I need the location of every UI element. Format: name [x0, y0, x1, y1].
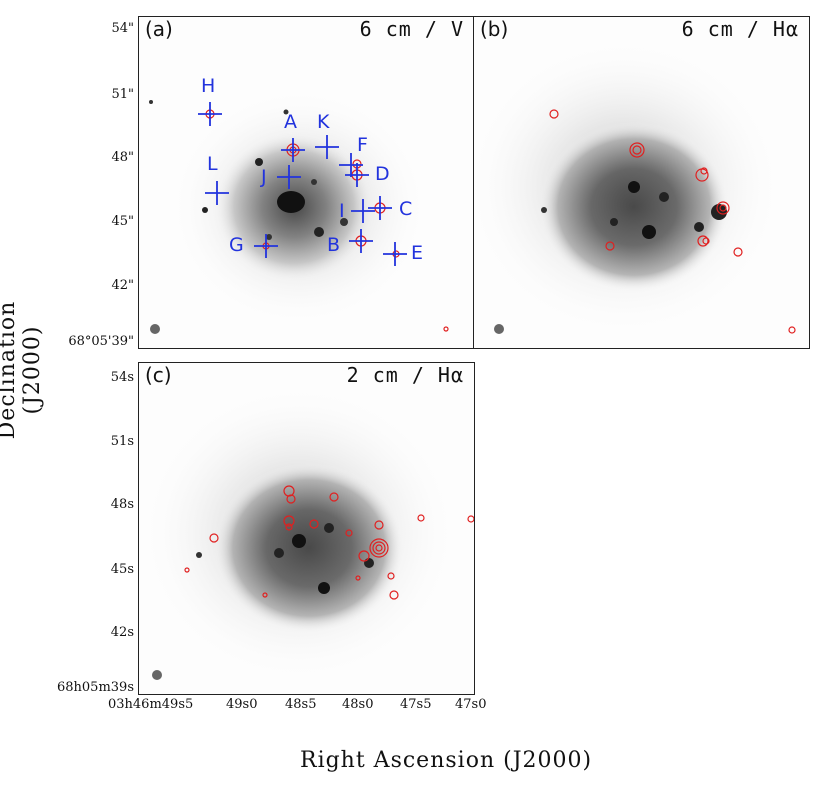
dec-tick-bottom-48: 48s — [110, 497, 134, 512]
source-label-k: K — [317, 111, 330, 133]
source-label-h: H — [201, 75, 216, 97]
dec-tick-bottom-39: 68h05m39s — [57, 680, 134, 695]
dec-tick-top-39: 68°05'39" — [68, 334, 134, 349]
source-label-l: L — [207, 153, 218, 175]
dec-tick-bottom-42: 42s — [110, 625, 134, 640]
source-label-c: C — [399, 198, 413, 220]
source-label-j: J — [261, 166, 267, 188]
dec-tick-bottom-54: 54s — [110, 370, 134, 385]
dec-tick-top-51: 51" — [111, 87, 134, 102]
panel-c: (c) 2 cm / Hα — [138, 362, 475, 695]
panel-c-title: 2 cm / Hα — [346, 363, 464, 387]
dec-tick-top-42: 42" — [111, 278, 134, 293]
x-axis-title: Right Ascension (J2000) — [300, 748, 593, 773]
dec-tick-top-48: 48" — [111, 150, 134, 165]
source-label-a: A — [284, 111, 297, 133]
ra-tick-48-5: 48s5 — [285, 697, 317, 712]
dec-tick-bottom-45: 45s — [110, 562, 134, 577]
panel-a-title: 6 cm / V — [359, 17, 464, 41]
source-label-g: G — [229, 234, 244, 256]
y-axis-title: Declination (J2000) — [0, 300, 45, 440]
dec-tick-top-54: 54" — [111, 21, 134, 36]
ra-tick-49-5: 03h46m49s5 — [108, 697, 194, 712]
ra-tick-47-5: 47s5 — [400, 697, 432, 712]
source-label-b: B — [327, 234, 341, 256]
panel-c-label: (c) — [145, 363, 172, 387]
source-label-d: D — [375, 163, 390, 185]
panel-b-image — [474, 37, 796, 337]
ra-tick-49-0: 49s0 — [226, 697, 258, 712]
panel-a-image — [149, 87, 449, 334]
panel-b: (b) 6 cm / Hα — [473, 16, 810, 349]
panel-a-label: (a) — [145, 17, 173, 41]
ra-tick-48-0: 48s0 — [342, 697, 374, 712]
source-label-e: E — [411, 242, 424, 264]
dec-tick-bottom-51: 51s — [110, 434, 134, 449]
source-label-f: F — [357, 134, 368, 156]
panel-b-title: 6 cm / Hα — [681, 17, 799, 41]
panel-a: (a) 6 cm / V A B C D E F G H I J K L — [138, 16, 475, 349]
ra-tick-47-0: 47s0 — [455, 697, 487, 712]
dec-tick-top-45: 45" — [111, 214, 134, 229]
panel-c-image — [139, 383, 474, 683]
panel-b-label: (b) — [480, 17, 509, 41]
source-label-i: I — [339, 200, 345, 222]
